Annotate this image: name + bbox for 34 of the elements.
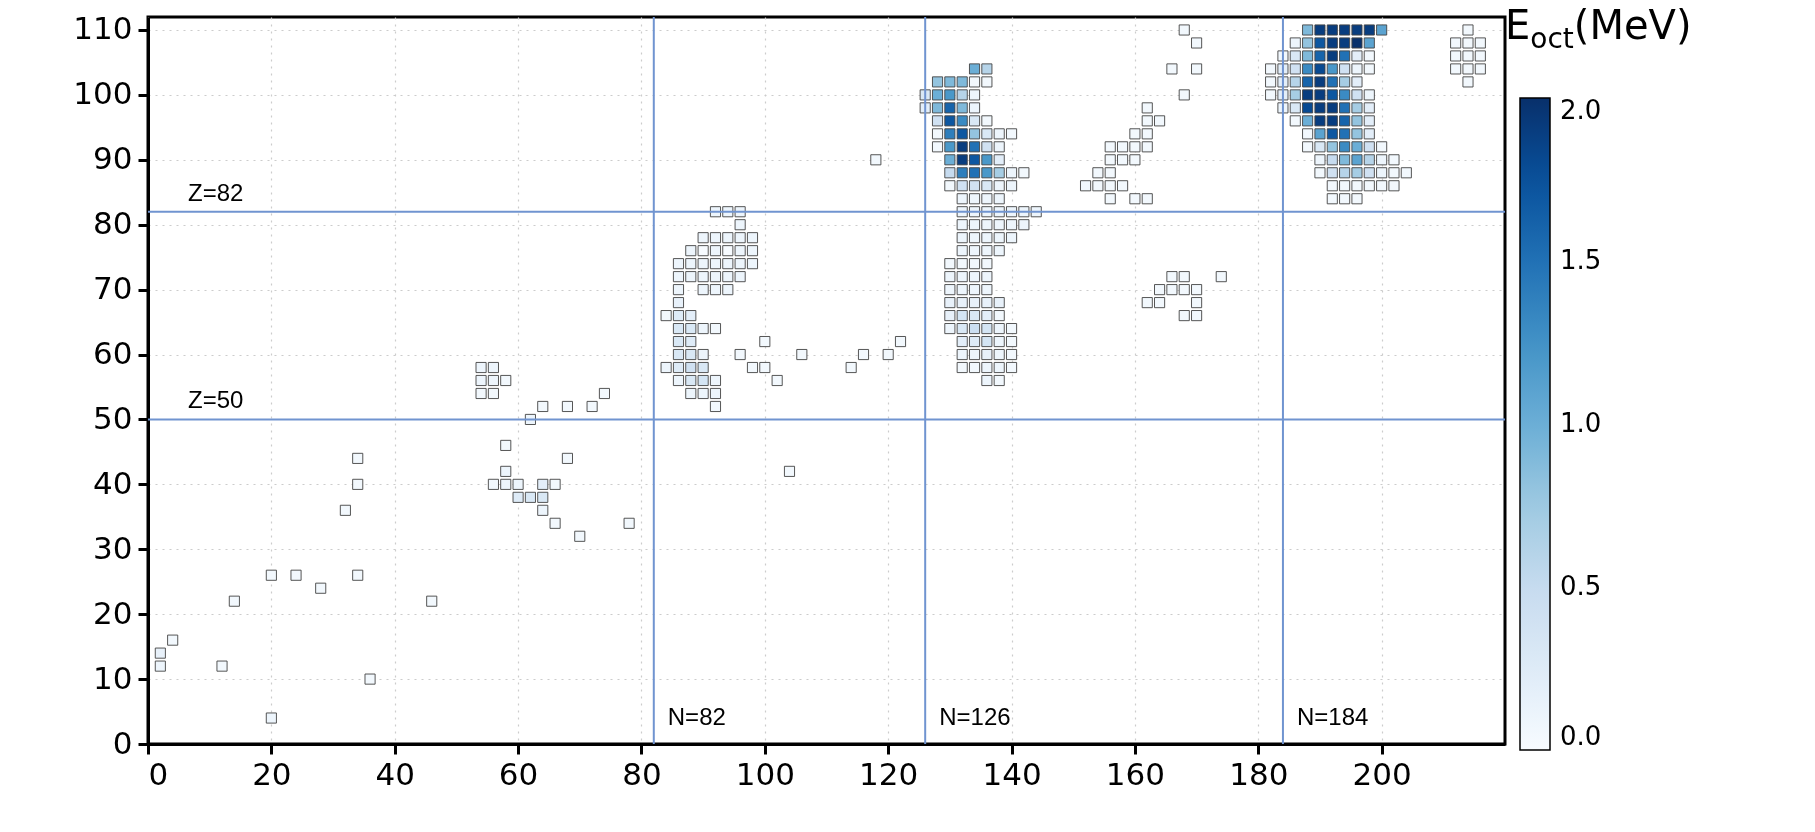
x-tick-label: 200 xyxy=(1352,755,1412,792)
y-tick-label: 110 xyxy=(73,10,133,47)
y-tick-label: 30 xyxy=(93,529,133,566)
y-tick-label: 50 xyxy=(93,399,133,436)
x-tick-label: 100 xyxy=(735,755,795,792)
ref-line-label: Z=82 xyxy=(188,178,244,206)
ref-line-label: N=126 xyxy=(939,703,1011,730)
y-tick-label: 90 xyxy=(93,140,133,177)
x-tick-label: 120 xyxy=(859,755,919,792)
x-tick-label: 180 xyxy=(1229,755,1289,792)
color-bar-label: 0.0 xyxy=(1560,721,1602,751)
color-bar-label: 1.0 xyxy=(1560,408,1602,438)
y-tick-label: 40 xyxy=(93,464,133,501)
x-tick-label: 160 xyxy=(1105,755,1165,792)
y-tick-label: 100 xyxy=(73,75,133,112)
color-bar-label: 0.5 xyxy=(1560,571,1602,601)
y-tick-label: 60 xyxy=(93,335,133,372)
x-tick-label: 40 xyxy=(375,755,415,792)
x-tick-label: 80 xyxy=(622,755,662,792)
x-tick-label: 140 xyxy=(982,755,1042,792)
y-tick-label: 20 xyxy=(93,594,133,631)
ref-line-label: N=184 xyxy=(1296,703,1369,730)
color-bar-label: 1.5 xyxy=(1560,245,1602,275)
y-tick-label: 70 xyxy=(93,270,133,307)
y-tick-label: 80 xyxy=(93,205,133,242)
y-tick-label: 0 xyxy=(112,724,133,761)
color-bar-label: 2.0 xyxy=(1560,95,1602,125)
color-bar-title: E$_{oct}$(MeV) xyxy=(1505,2,1692,55)
x-tick-label: 60 xyxy=(498,755,539,792)
x-tick-label: 0 xyxy=(148,755,169,792)
y-tick-label: 10 xyxy=(93,659,133,696)
ref-line-label: N=82 xyxy=(667,703,726,730)
x-tick-label: 20 xyxy=(252,755,292,792)
ref-line-label: Z=50 xyxy=(188,386,244,414)
